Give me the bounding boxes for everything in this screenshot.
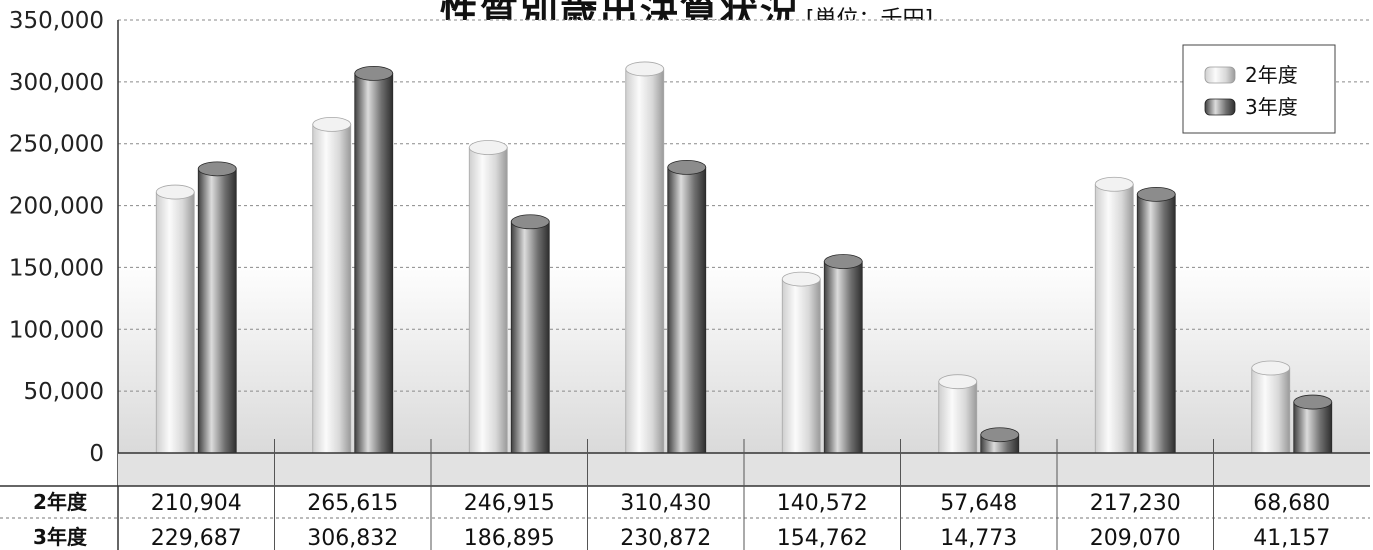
data-value-label: 140,572 xyxy=(777,491,868,516)
bar-2-4 xyxy=(823,254,863,454)
y-tick-label: 250,000 xyxy=(9,132,104,158)
bar-cap xyxy=(625,61,665,77)
data-value-label: 306,832 xyxy=(307,526,398,550)
bar-body xyxy=(1136,193,1176,454)
bar-1-0 xyxy=(155,184,195,454)
bar-cap xyxy=(1094,176,1134,192)
bar-1-5 xyxy=(938,374,978,454)
bar-cap xyxy=(510,214,550,230)
bar-body xyxy=(667,166,707,454)
bar-body xyxy=(1293,401,1333,454)
data-value-label: 41,157 xyxy=(1253,526,1330,550)
table-row-header: 2年度 xyxy=(33,490,88,514)
bar-2-6 xyxy=(1136,186,1176,454)
bar-cap xyxy=(667,159,707,175)
bar-cap xyxy=(781,271,821,287)
y-tick-label: 300,000 xyxy=(9,70,104,96)
bar-body xyxy=(155,191,195,454)
bar-body xyxy=(468,147,508,454)
y-tick-label: 350,000 xyxy=(9,8,104,34)
bar-2-0 xyxy=(197,161,237,454)
bar-cap xyxy=(468,140,508,155)
bar-body xyxy=(354,73,394,454)
bar-body xyxy=(938,381,978,454)
bar-body xyxy=(1251,367,1291,454)
data-value-label: 57,648 xyxy=(940,491,1017,516)
bar-1-4 xyxy=(781,271,821,454)
bar-cap xyxy=(938,374,978,390)
table-row-header: 3年度 xyxy=(33,525,88,549)
legend-label: 2年度 xyxy=(1245,63,1298,87)
bar-body xyxy=(625,68,665,454)
y-tick-label: 200,000 xyxy=(9,194,104,220)
bar-body xyxy=(197,168,237,454)
bar-cap xyxy=(1293,394,1333,410)
data-value-label: 154,762 xyxy=(777,526,868,550)
data-value-label: 68,680 xyxy=(1253,491,1330,516)
bar-2-1 xyxy=(354,66,394,454)
bar-cap xyxy=(980,427,1020,443)
data-value-label: 186,895 xyxy=(464,526,555,550)
bar-body xyxy=(312,123,352,454)
bar-2-7 xyxy=(1293,394,1333,454)
bar-body xyxy=(510,221,550,454)
bar-cap xyxy=(1136,186,1176,202)
legend-swatch xyxy=(1204,66,1236,84)
data-value-label: 210,904 xyxy=(151,491,242,516)
bar-cap xyxy=(197,161,237,177)
legend-swatch-2 xyxy=(1204,98,1236,116)
y-tick-label: 0 xyxy=(89,441,104,467)
bar-1-1 xyxy=(312,116,352,454)
bar-body xyxy=(823,261,863,454)
bar-1-2 xyxy=(468,140,508,454)
data-value-label: 310,430 xyxy=(620,491,711,516)
legend-label: 3年度 xyxy=(1245,95,1298,119)
bar-2-2 xyxy=(510,214,550,454)
y-tick-label: 150,000 xyxy=(9,255,104,281)
bar-cap xyxy=(155,184,195,200)
bar-cap xyxy=(354,66,394,81)
data-value-label: 265,615 xyxy=(307,491,398,516)
bar-1-6 xyxy=(1094,176,1134,454)
legend-box xyxy=(1182,44,1336,134)
y-tick-label: 100,000 xyxy=(9,317,104,343)
bar-body xyxy=(1094,183,1134,454)
bar-body xyxy=(781,278,821,454)
legend-swatch-1 xyxy=(1204,66,1236,84)
data-value-label: 209,070 xyxy=(1090,526,1181,550)
data-value-label: 229,687 xyxy=(151,526,242,550)
bar-cap xyxy=(1251,360,1291,376)
bar-2-5 xyxy=(980,427,1020,454)
bar-2-3 xyxy=(667,159,707,454)
bar-cap xyxy=(823,254,863,269)
legend-swatch xyxy=(1204,98,1236,116)
data-value-label: 14,773 xyxy=(940,526,1017,550)
y-tick-label: 50,000 xyxy=(24,379,104,405)
bar-1-7 xyxy=(1251,360,1291,454)
data-value-label: 217,230 xyxy=(1090,491,1181,516)
bar-cap xyxy=(312,116,352,132)
plot-background xyxy=(118,20,1370,453)
data-value-label: 230,872 xyxy=(620,526,711,550)
bar-1-3 xyxy=(625,61,665,454)
data-value-label: 246,915 xyxy=(464,491,555,516)
